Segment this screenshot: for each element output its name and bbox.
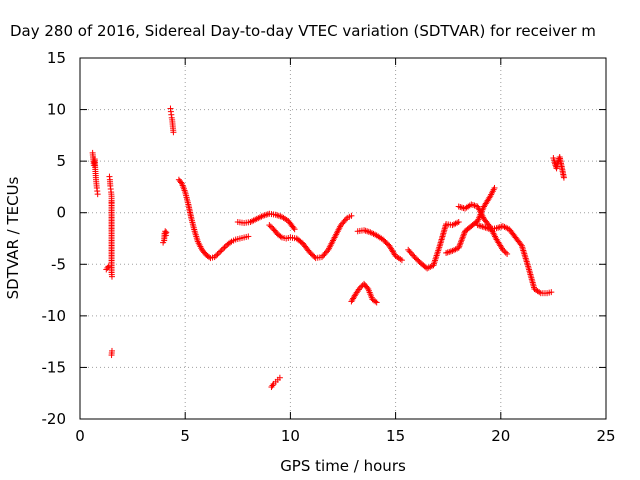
data-point [406,248,413,255]
x-tick-label: 0 [75,427,85,445]
data-point [460,205,467,212]
data-point [407,249,414,256]
data-point [220,245,227,252]
data-point [170,129,177,136]
data-point [480,224,487,231]
data-point [486,194,493,201]
data-point [277,233,284,240]
data-point [348,212,355,219]
data-point [108,273,115,280]
data-point [274,212,281,219]
chart-title: Day 280 of 2016, Sidereal Day-to-day VTE… [10,22,596,40]
y-tick-label: 0 [56,204,66,222]
y-tick-label: -20 [42,410,67,428]
data-point [276,374,283,381]
data-point [215,249,222,256]
data-point [501,248,508,255]
data-point [362,227,369,234]
y-tick-label: -10 [42,307,67,325]
data-point [495,224,502,231]
data-point [342,216,349,223]
y-tick-label: -5 [51,255,66,273]
data-point [560,174,567,181]
data-point [108,199,115,206]
data-point [322,249,329,256]
x-tick-label: 10 [281,427,300,445]
data-point [372,298,379,305]
data-point [218,247,225,254]
data-point [504,250,511,257]
data-point [340,219,347,226]
data-point [503,224,510,231]
data-point [108,352,115,359]
data-point [267,223,274,230]
data-point [105,263,112,270]
data-point [455,203,462,210]
data-point [245,233,252,240]
data-points [89,105,567,391]
data-point [469,201,476,208]
data-point [477,223,484,230]
y-tick-label: 5 [56,152,66,170]
data-point [409,251,416,258]
data-point [337,222,344,229]
data-point [177,179,184,186]
data-point [266,222,273,229]
grid [80,58,606,419]
data-point [291,226,298,233]
data-point [320,252,327,259]
data-point [290,224,297,231]
data-point [499,246,506,253]
data-point [410,252,417,259]
x-tick-label: 20 [491,427,510,445]
plot-frame [79,57,607,420]
data-point [94,191,101,198]
x-tick-label: 15 [386,427,405,445]
x-axis-label: GPS time / hours [280,457,406,475]
y-tick-label: -15 [42,358,67,376]
data-point [457,204,464,211]
data-point [443,249,450,256]
data-point [217,248,224,255]
data-point [206,254,213,261]
data-point [444,249,451,256]
data-point [163,229,170,236]
data-point [269,382,276,389]
x-tick-label: 25 [596,427,615,445]
data-point [221,244,228,251]
data-point [479,223,486,230]
data-point [214,251,221,258]
data-point [373,299,380,306]
axis-ticks: 0 5 10 15 20 25 -20 -15 -10 -5 0 5 10 15 [42,49,616,445]
data-point [491,184,498,191]
y-tick-label: 10 [47,101,66,119]
x-tick-label: 5 [180,427,190,445]
data-point [311,253,318,260]
data-point [227,239,234,246]
data-point [452,220,459,227]
data-point [548,289,555,296]
data-point [341,217,348,224]
data-point [211,254,218,261]
data-point [356,285,363,292]
data-point [364,284,371,291]
data-point [405,246,412,253]
data-point [213,252,220,259]
data-point [398,257,405,264]
y-axis-label: SDTVAR / TECUs [4,176,22,299]
data-point [321,251,328,258]
y-tick-label: 15 [47,49,66,67]
data-point [455,218,462,225]
data-point [339,220,346,227]
data-point [318,254,325,261]
data-point [502,249,509,256]
